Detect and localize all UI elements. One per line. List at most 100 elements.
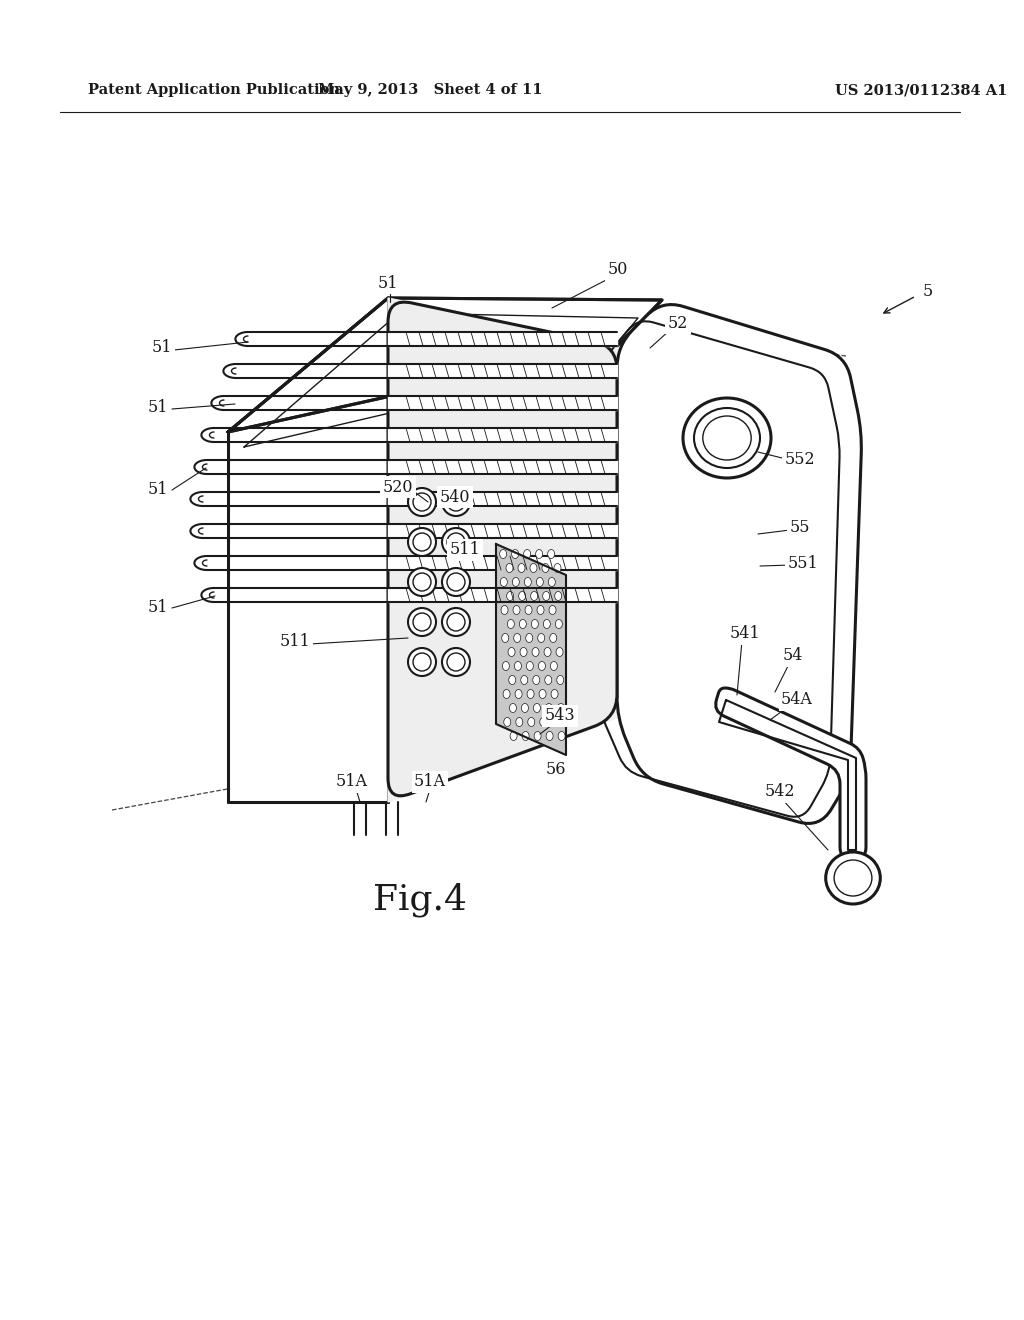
Text: 543: 543 [545,708,575,725]
Ellipse shape [555,619,562,628]
Ellipse shape [543,591,550,601]
Polygon shape [713,688,866,861]
Ellipse shape [557,704,564,713]
Text: 51: 51 [152,339,172,356]
Ellipse shape [500,549,507,558]
Ellipse shape [509,676,516,685]
Circle shape [447,533,465,550]
Text: 55: 55 [790,520,810,536]
Ellipse shape [532,648,539,656]
Ellipse shape [549,606,556,615]
Text: 51: 51 [147,482,168,499]
Ellipse shape [525,606,532,615]
Polygon shape [388,524,617,539]
Ellipse shape [554,564,561,573]
Text: 551: 551 [787,556,818,573]
Ellipse shape [537,578,544,586]
Ellipse shape [538,634,545,643]
Ellipse shape [514,634,521,643]
Ellipse shape [527,718,535,726]
Text: 511: 511 [450,541,480,558]
Circle shape [442,568,470,597]
Ellipse shape [537,606,544,615]
Text: 50: 50 [608,261,628,279]
Ellipse shape [544,619,550,628]
Ellipse shape [518,564,525,573]
Ellipse shape [521,704,528,713]
Text: 51A: 51A [414,774,446,791]
Text: Fig.4: Fig.4 [373,883,467,917]
Ellipse shape [519,591,525,601]
Circle shape [442,648,470,676]
Polygon shape [388,459,617,474]
Polygon shape [388,298,617,803]
Ellipse shape [506,564,513,573]
Ellipse shape [835,861,871,896]
Ellipse shape [503,661,509,671]
Ellipse shape [512,578,519,586]
Ellipse shape [540,718,547,726]
Ellipse shape [532,676,540,685]
Ellipse shape [552,718,559,726]
Circle shape [442,528,470,556]
Ellipse shape [825,851,881,904]
Circle shape [413,533,431,550]
Polygon shape [388,333,617,346]
Text: 51: 51 [378,275,398,292]
Circle shape [447,612,465,631]
Ellipse shape [536,549,543,558]
Ellipse shape [507,619,514,628]
Text: 54A: 54A [781,692,813,709]
Ellipse shape [545,676,552,685]
Circle shape [413,573,431,591]
Ellipse shape [519,619,526,628]
Ellipse shape [531,619,539,628]
Ellipse shape [525,634,532,643]
Circle shape [447,573,465,591]
Ellipse shape [546,731,553,741]
Ellipse shape [512,549,518,558]
Circle shape [442,488,470,516]
Ellipse shape [509,704,516,713]
Ellipse shape [515,689,522,698]
Text: US 2013/0112384 A1: US 2013/0112384 A1 [835,83,1008,96]
Ellipse shape [702,416,752,459]
Ellipse shape [501,578,507,586]
Circle shape [408,568,436,597]
Ellipse shape [522,731,529,741]
Circle shape [442,609,470,636]
Text: May 9, 2013   Sheet 4 of 11: May 9, 2013 Sheet 4 of 11 [317,83,543,96]
Ellipse shape [539,661,546,671]
Circle shape [447,492,465,511]
Ellipse shape [514,661,521,671]
PathPatch shape [388,302,617,796]
Text: 54: 54 [782,648,803,664]
Polygon shape [388,428,617,442]
Ellipse shape [530,564,537,573]
Polygon shape [388,556,617,570]
Ellipse shape [502,634,509,643]
Ellipse shape [501,606,508,615]
Ellipse shape [542,564,549,573]
Text: 541: 541 [730,626,760,643]
Circle shape [408,648,436,676]
Text: 540: 540 [439,488,470,506]
Ellipse shape [558,731,565,741]
Polygon shape [354,803,366,836]
Circle shape [413,653,431,671]
Ellipse shape [526,661,534,671]
Ellipse shape [556,648,563,656]
Polygon shape [388,396,617,411]
Circle shape [408,488,436,516]
Ellipse shape [508,648,515,656]
Text: 52: 52 [668,314,688,331]
Ellipse shape [555,591,562,601]
Ellipse shape [546,704,552,713]
Polygon shape [228,298,662,432]
Polygon shape [388,587,617,602]
Ellipse shape [539,689,546,698]
Circle shape [447,653,465,671]
Ellipse shape [548,578,555,586]
Text: 51: 51 [147,400,168,417]
Polygon shape [496,544,566,755]
